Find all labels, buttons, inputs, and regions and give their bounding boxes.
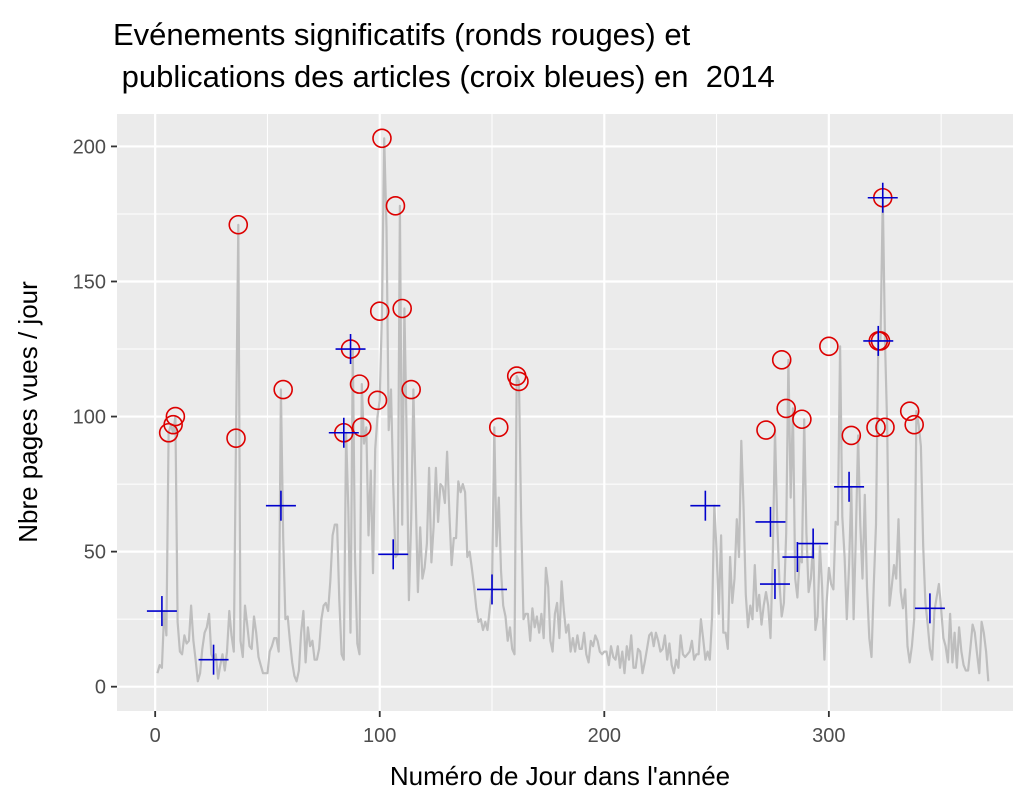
x-axis-title: Numéro de Jour dans l'année — [390, 761, 730, 791]
article-cross-point — [755, 506, 786, 537]
article-cross-point — [759, 569, 790, 600]
y-tick-label: 200 — [73, 136, 106, 158]
y-tick-label: 0 — [95, 677, 106, 699]
article-cross-point — [328, 417, 359, 448]
event-circle-point — [899, 401, 920, 421]
page-views-line — [156, 137, 990, 683]
event-circle-point — [819, 336, 839, 357]
event-circle-point — [904, 414, 924, 435]
article-cross-point — [798, 528, 829, 559]
article-cross-point — [335, 334, 366, 365]
event-circle-point — [228, 214, 249, 235]
event-circle-point — [351, 417, 372, 438]
article-cross-point — [265, 490, 296, 521]
event-circle-point — [273, 379, 293, 400]
event-circle-point — [776, 398, 796, 419]
article-cross-point — [867, 182, 898, 213]
event-circle-point — [401, 379, 421, 400]
event-circle-point — [372, 128, 392, 149]
axes: 0 100 200 300 0 50 100 150 200 — [73, 136, 846, 747]
event-circle-point — [875, 417, 895, 438]
article-cross-point — [863, 325, 894, 356]
article-cross-point — [146, 596, 177, 627]
x-tick-label: 100 — [363, 725, 396, 747]
gridlines — [117, 114, 1013, 711]
event-circle-point — [509, 371, 529, 392]
event-circle-point — [369, 301, 390, 321]
x-tick-label: 200 — [588, 725, 621, 747]
article-cross-point — [914, 593, 945, 624]
y-tick-label: 100 — [73, 407, 106, 429]
event-circle-point — [792, 409, 812, 430]
y-axis-title: Nbre pages vues / jour — [13, 281, 43, 543]
chart-title-line-2: publications des articles (croix bleues)… — [113, 59, 775, 94]
event-circle-point — [841, 425, 862, 446]
event-circle-point — [367, 390, 388, 411]
y-tick-label: 50 — [84, 542, 106, 564]
event-circle-point — [392, 298, 412, 319]
chart-title-line-1: Evénements significatifs (ronds rouges) … — [113, 17, 691, 52]
event-circle-point — [385, 196, 406, 216]
article-cross-point — [782, 542, 813, 573]
article-cross-point — [477, 574, 508, 605]
event-circle-point — [866, 417, 886, 438]
event-circle-point — [756, 420, 776, 440]
page-views-series-line — [156, 137, 990, 683]
x-tick-label: 0 — [150, 725, 161, 747]
article-markers — [146, 182, 945, 675]
event-markers — [158, 128, 924, 448]
event-circle-point — [349, 374, 370, 394]
event-circle-point — [488, 417, 509, 438]
article-cross-point — [198, 644, 229, 675]
y-tick-label: 150 — [73, 271, 106, 293]
event-circle-point — [165, 406, 186, 427]
event-circle-point — [771, 350, 792, 370]
article-cross-point — [690, 490, 721, 521]
article-cross-point — [378, 539, 409, 570]
event-circle-point — [226, 428, 246, 448]
event-circle-point — [163, 414, 183, 435]
article-cross-point — [834, 471, 865, 502]
x-tick-label: 300 — [812, 725, 845, 747]
